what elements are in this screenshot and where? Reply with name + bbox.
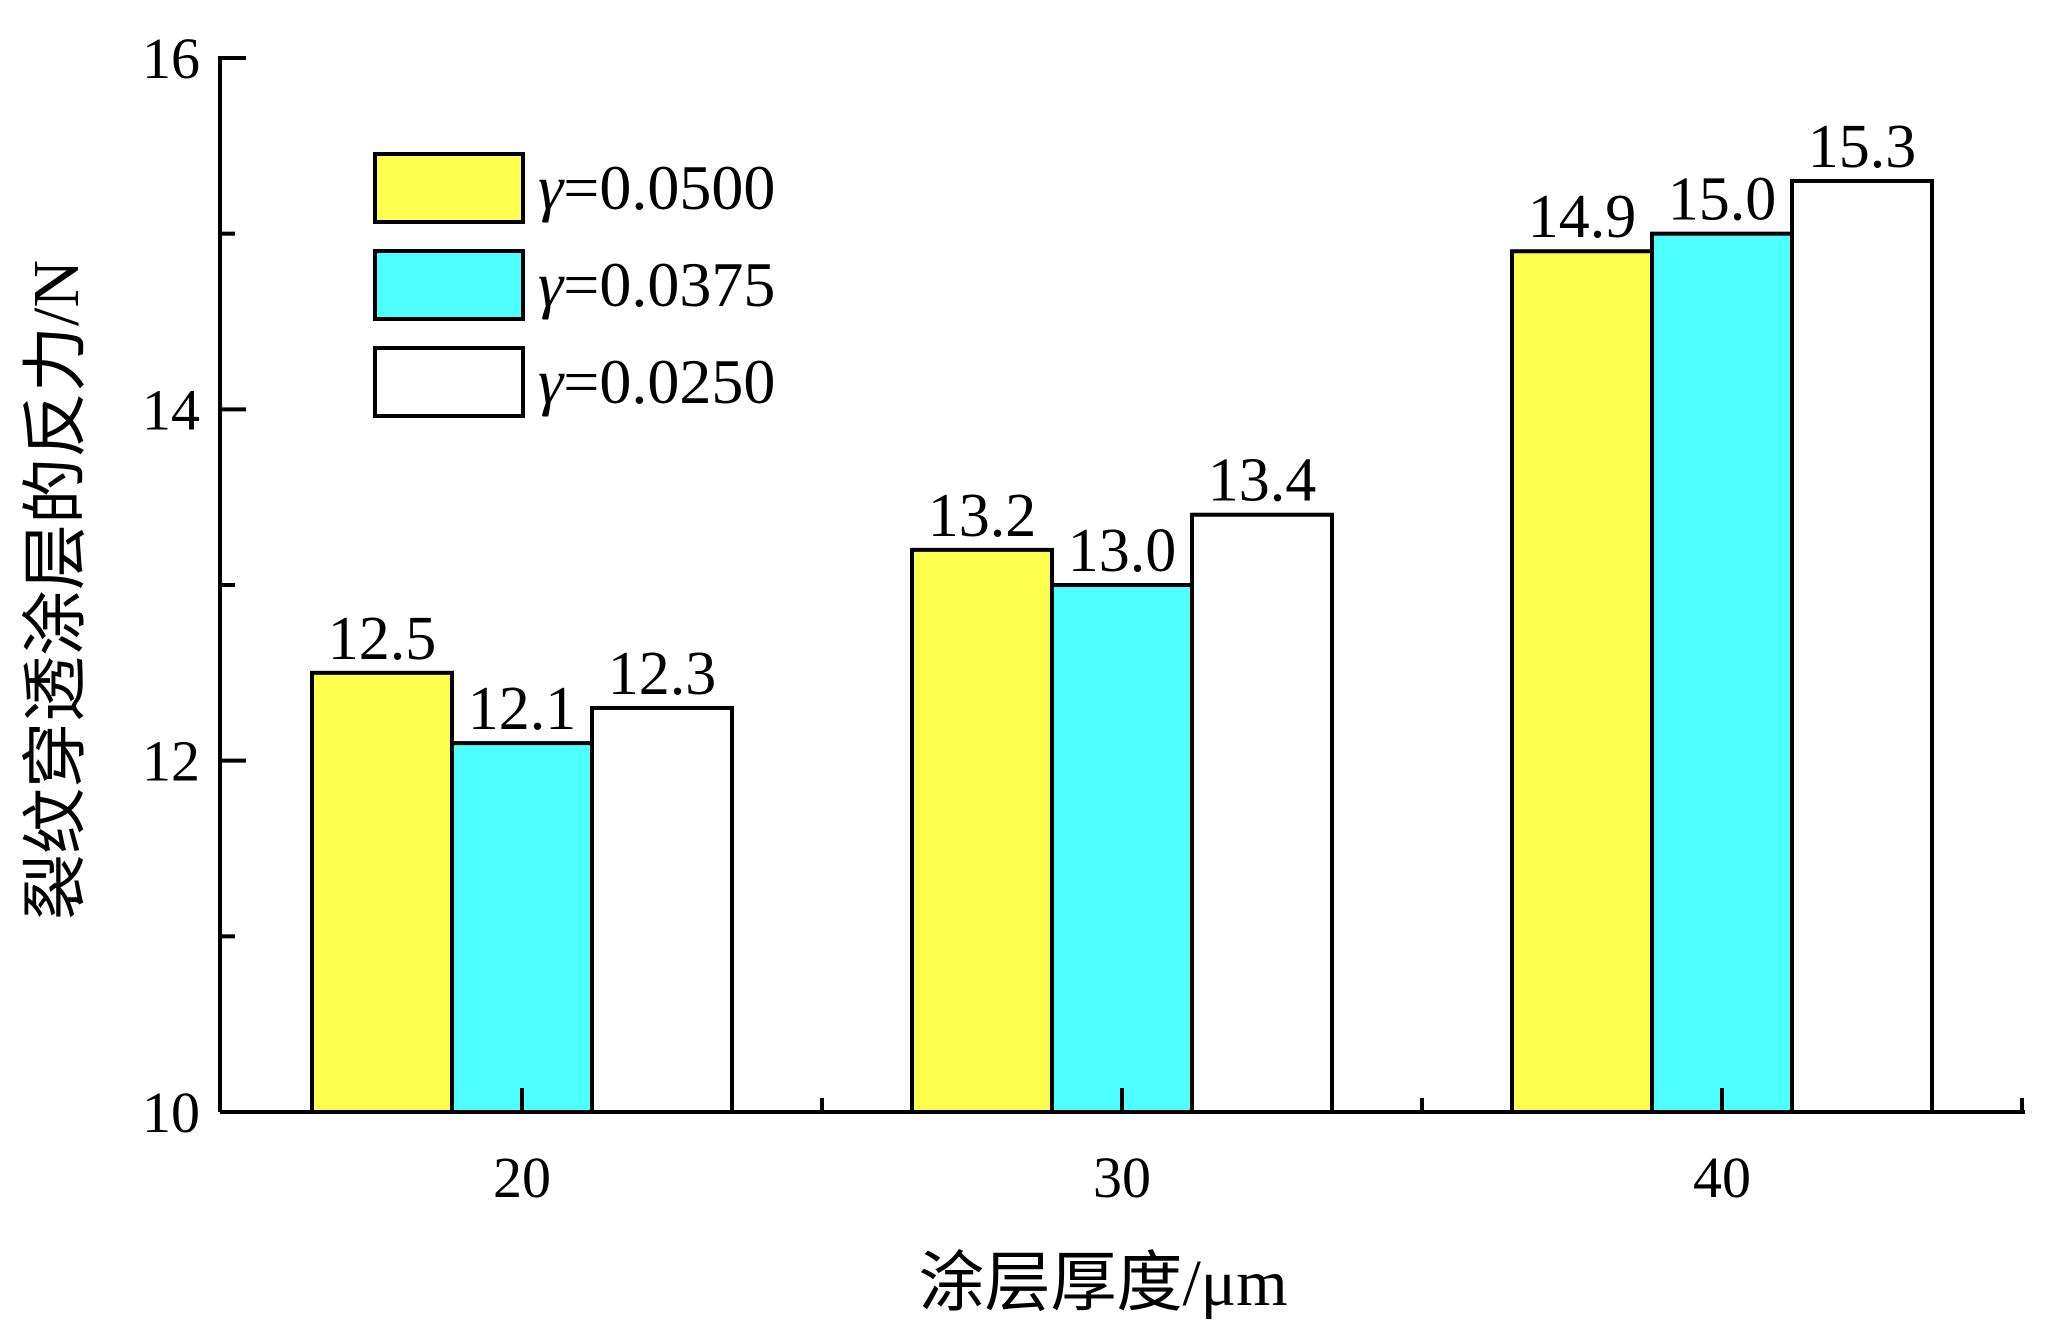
bar-20-series-1 <box>310 670 454 1114</box>
bars-layer <box>310 178 1934 1114</box>
data-labels-layer: 12.5 12.1 12.3 13.2 13.0 13.4 14.9 15.0 15.3 <box>328 113 1917 743</box>
bar-20-series-3 <box>590 705 734 1114</box>
legend: γ=0.0500 γ=0.0375 γ=0.0250 <box>373 152 775 418</box>
data-label-30-series-2: 13.0 <box>1068 517 1177 585</box>
bar-30-series-3 <box>1190 512 1334 1114</box>
bar-30-series-1 <box>910 547 1054 1114</box>
legend-swatch-3 <box>373 346 525 418</box>
data-label-20-series-1: 12.5 <box>328 605 437 673</box>
y-tick-label-16: 16 <box>142 26 200 91</box>
x-tick-label-30: 30 <box>1093 1145 1151 1210</box>
data-label-40-series-3: 15.3 <box>1808 113 1917 181</box>
legend-label-1: γ=0.0500 <box>538 152 775 223</box>
axes-layer: 10 12 14 16 20 30 40 <box>142 26 2025 1210</box>
bar-40-series-2 <box>1650 231 1794 1114</box>
y-tick-label-14: 14 <box>142 377 200 442</box>
y-axis-title: 裂纹穿透涂层的反力/N <box>20 260 93 920</box>
data-label-20-series-3: 12.3 <box>608 640 717 708</box>
data-label-40-series-2: 15.0 <box>1668 166 1777 234</box>
bar-40-series-3 <box>1790 178 1934 1114</box>
bar-30-series-2 <box>1050 583 1194 1114</box>
legend-swatch-2 <box>373 249 525 321</box>
legend-swatch-1 <box>373 152 525 224</box>
y-tick-label-12: 12 <box>142 729 200 794</box>
x-tick-label-20: 20 <box>493 1145 551 1210</box>
legend-label-2: γ=0.0375 <box>538 249 775 320</box>
data-label-30-series-1: 13.2 <box>928 482 1037 550</box>
data-label-30-series-3: 13.4 <box>1208 447 1317 515</box>
x-tick-label-40: 40 <box>1693 1145 1751 1210</box>
legend-label-3: γ=0.0250 <box>538 346 775 417</box>
data-label-40-series-1: 14.9 <box>1528 183 1637 251</box>
x-axis-title: 涂层厚度/μm <box>918 1247 1287 1320</box>
bar-40-series-1 <box>1510 249 1654 1114</box>
bar-20-series-2 <box>450 741 594 1114</box>
data-label-20-series-2: 12.1 <box>468 675 577 743</box>
y-tick-label-10: 10 <box>142 1080 200 1145</box>
